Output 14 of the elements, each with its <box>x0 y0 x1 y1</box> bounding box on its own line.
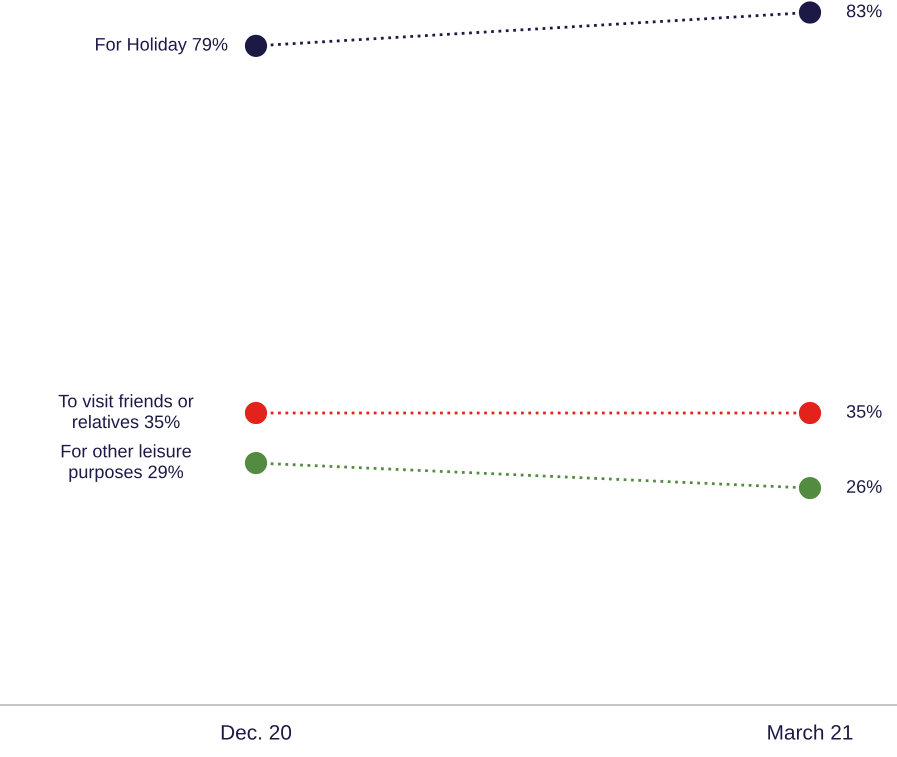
point <box>798 402 822 424</box>
data-label: 83% <box>846 4 882 18</box>
point <box>244 402 268 424</box>
text: For Holiday 79% <box>96 37 228 54</box>
data-label: 35% <box>846 405 882 418</box>
point <box>244 34 268 57</box>
point <box>798 476 822 500</box>
x-tick-label: March 21 <box>768 724 852 740</box>
point <box>244 452 268 474</box>
x-tick-label: Dec. 20 <box>222 724 292 740</box>
point <box>798 1 822 24</box>
text: To visit friends or relatives 35% <box>58 394 194 428</box>
data-label: 26% <box>847 480 882 493</box>
text: For other leisure purposes 29% <box>62 444 191 482</box>
